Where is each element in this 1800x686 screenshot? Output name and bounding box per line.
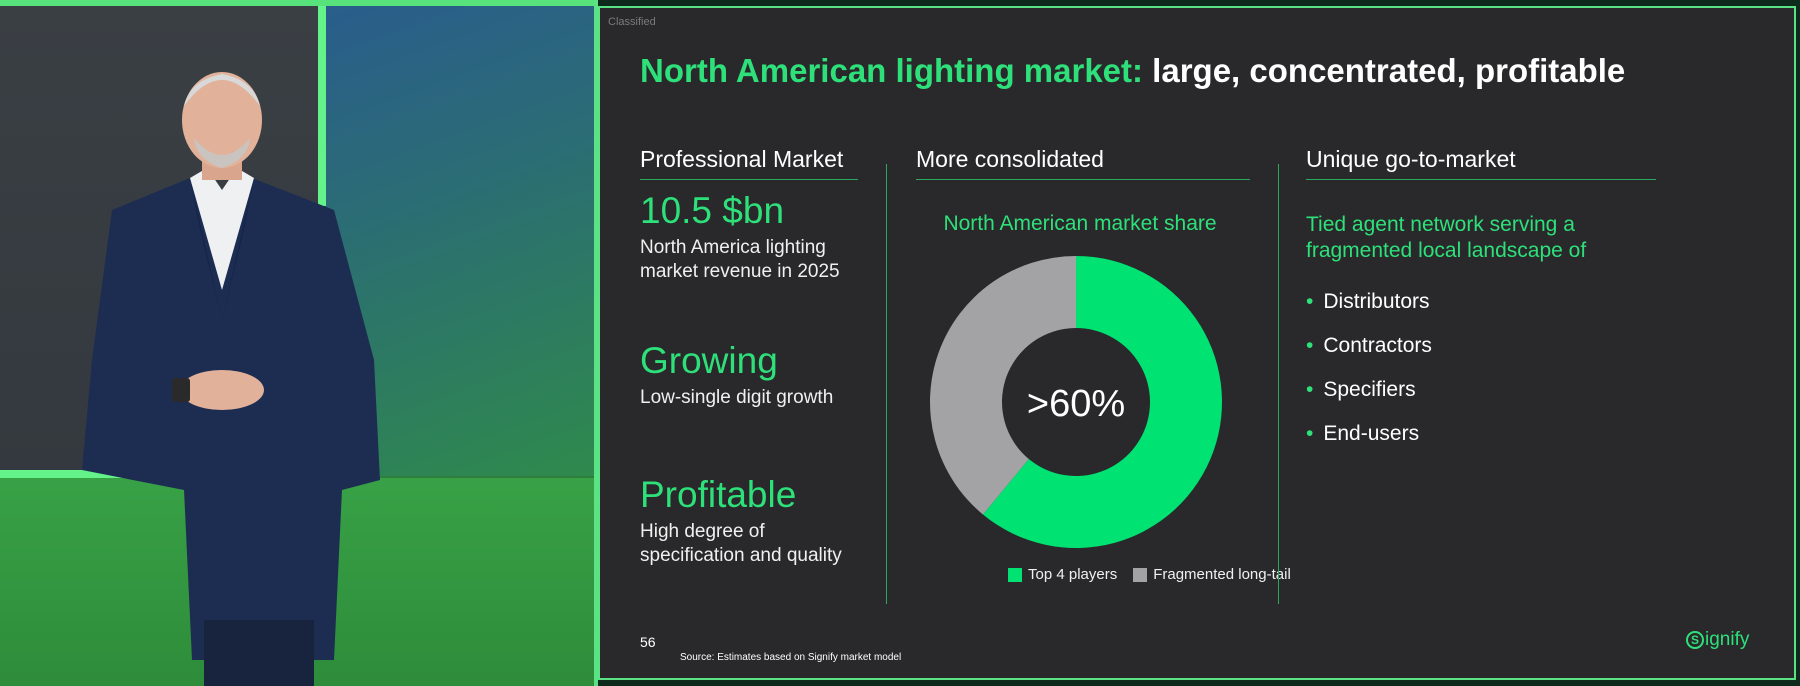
go-to-market-intro-line-1: Tied agent network serving a: [1306, 213, 1575, 236]
stat-profitable-description: High degree of specification and quality: [640, 520, 842, 568]
list-item-label: Specifiers: [1323, 378, 1416, 401]
list-item-label: Distributors: [1323, 290, 1430, 313]
legend-swatch-longtail: [1133, 567, 1148, 582]
presentation-slide: Classified North American lighting marke…: [598, 6, 1796, 680]
column-heading-consolidated: More consolidated: [916, 146, 1250, 180]
donut-slice-fragmented-long-tail: [930, 256, 1076, 515]
slide-title-rest: large, concentrated, profitable: [1143, 52, 1626, 89]
signify-logo: S ignify: [1686, 629, 1749, 651]
list-item: • Contractors: [1306, 334, 1432, 378]
stage-light-strip-horizontal: [0, 470, 180, 478]
bullet-dot-icon: •: [1306, 422, 1314, 445]
legend-item-longtail: Fragmented long-tail: [1133, 566, 1291, 583]
column-heading-go-to-market: Unique go-to-market: [1306, 146, 1656, 180]
donut-center-label: >60%: [1027, 383, 1125, 425]
speaker-video-feed: [0, 0, 594, 686]
stat-revenue-line-1: North America lighting: [640, 237, 826, 258]
stat-profitable-line-2: specification and quality: [640, 545, 842, 566]
stat-revenue-line-2: market revenue in 2025: [640, 261, 840, 282]
market-share-donut-chart: >60%: [930, 256, 1222, 548]
page-number: 56: [640, 634, 656, 650]
feed-divider: [594, 0, 598, 686]
list-item: • Distributors: [1306, 290, 1432, 334]
column-divider-1: [886, 164, 887, 604]
column-divider-2: [1278, 164, 1279, 604]
stat-revenue-value: 10.5 $bn: [640, 190, 785, 231]
video-frame-border: [0, 0, 594, 6]
legend-swatch-top4: [1008, 567, 1022, 582]
column-heading-professional: Professional Market: [640, 146, 858, 180]
channel-list: • Distributors • Contractors • Specifiers •…: [1306, 290, 1432, 466]
bullet-dot-icon: •: [1306, 378, 1314, 401]
stat-growing-description: Low-single digit growth: [640, 387, 834, 408]
stat-growing-value: Growing: [640, 340, 778, 381]
stat-revenue-description: North America lighting market revenue in…: [640, 236, 840, 284]
stat-profitable-line-1: High degree of: [640, 521, 765, 542]
slide-title: North American lighting market: large, c…: [640, 52, 1625, 90]
list-item-label: End-users: [1323, 422, 1420, 445]
stat-profitable-value: Profitable: [640, 474, 797, 515]
donut-slice-top4-players: [982, 256, 1222, 548]
presenter-figure: [72, 60, 452, 686]
classification-label: Classified: [608, 16, 656, 28]
stage-light-strip-vertical: [318, 6, 326, 206]
go-to-market-intro-line-2: fragmented local landscape of: [1306, 239, 1587, 262]
bullet-dot-icon: •: [1306, 290, 1314, 313]
chart-title: North American market share: [943, 212, 1217, 235]
list-item: • End-users: [1306, 422, 1432, 466]
bullet-dot-icon: •: [1306, 334, 1314, 357]
list-item: • Specifiers: [1306, 378, 1432, 422]
signify-logo-mark-icon: S: [1686, 631, 1704, 649]
list-item-label: Contractors: [1323, 334, 1432, 357]
legend-label-longtail: Fragmented long-tail: [1153, 566, 1291, 583]
signify-logo-text: ignify: [1705, 629, 1750, 650]
chart-legend: Top 4 players Fragmented long-tail: [1008, 566, 1291, 583]
legend-label-top4: Top 4 players: [1028, 566, 1118, 583]
source-note: Source: Estimates based on Signify marke…: [680, 652, 902, 663]
legend-item-top4: Top 4 players: [1008, 566, 1117, 583]
go-to-market-intro: Tied agent network serving a fragmented …: [1306, 212, 1646, 264]
slide-title-accent: North American lighting market:: [640, 52, 1144, 89]
